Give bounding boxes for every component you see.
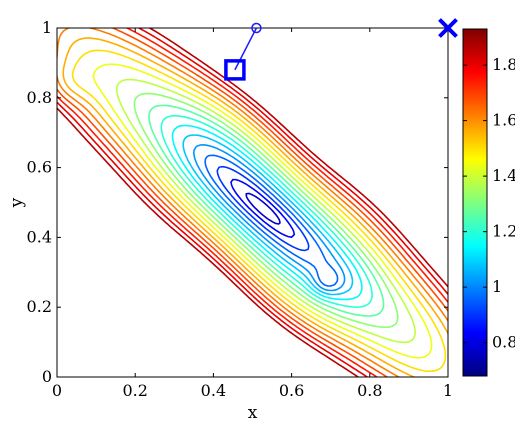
contour-line-7 (171, 124, 363, 301)
x-axis-label: x (248, 403, 258, 423)
colorbar-tick-label: 1.6 (492, 111, 515, 130)
contour-line-14 (62, 37, 448, 377)
x-tick-label: 0 (52, 381, 62, 400)
contour-line-17 (57, 28, 448, 377)
contour-line-15 (57, 28, 448, 377)
contour-line-3 (216, 165, 310, 252)
contour-line-1 (245, 192, 281, 225)
x-tick-label: 0.8 (357, 381, 382, 400)
markers (224, 18, 458, 81)
cross-marker (438, 18, 458, 38)
contour-line-13 (71, 49, 447, 373)
contour-line-8 (160, 114, 373, 308)
y-tick-label: 0.6 (27, 158, 52, 177)
contour-line-19 (57, 28, 448, 377)
path-line (234, 27, 258, 71)
contour-line-2 (230, 178, 296, 238)
colorbar-tick-label: 1.2 (492, 222, 515, 241)
colorbar-gradient (462, 28, 488, 377)
contour-line-18 (57, 28, 448, 377)
contour-line-6 (182, 134, 354, 296)
contour-line-9 (148, 104, 385, 317)
colorbar-tick-label: 0.8 (492, 333, 515, 352)
x-tick-label: 0.4 (201, 381, 226, 400)
y-tick-label: 0.2 (27, 297, 52, 316)
contour-line-12 (92, 63, 433, 359)
y-tick-label: 0.8 (27, 88, 52, 107)
square-marker (224, 59, 246, 81)
colorbar-tick-label: 1 (492, 277, 502, 296)
contour-line-10 (133, 92, 399, 329)
colorbar: 0.8 1 1.2 1.4 1.6 1.8 (462, 28, 515, 377)
y-tick-label: 0 (42, 367, 52, 386)
plot-area-frame (56, 27, 449, 378)
y-tick-label: 0.4 (27, 227, 52, 246)
x-tick-label: 0.6 (279, 381, 304, 400)
x-tick-label: 1 (443, 381, 453, 400)
colorbar-tick-label: 1.8 (492, 55, 515, 74)
axes: 0 0.2 0.4 0.6 0.8 1 0 0.2 0.4 0.6 0.8 1 (27, 18, 454, 400)
start-circle-marker (251, 22, 262, 34)
contour-line-4 (204, 154, 339, 287)
contour-line-11 (115, 78, 416, 344)
y-axis-label: y (7, 197, 27, 208)
x-tick-label: 0.2 (122, 381, 147, 400)
contour-lines (57, 28, 448, 377)
y-tick-label: 1 (42, 18, 52, 37)
contour-line-5 (193, 144, 346, 292)
colorbar-tick-label: 1.4 (492, 166, 515, 185)
contour-line-16 (57, 28, 448, 377)
